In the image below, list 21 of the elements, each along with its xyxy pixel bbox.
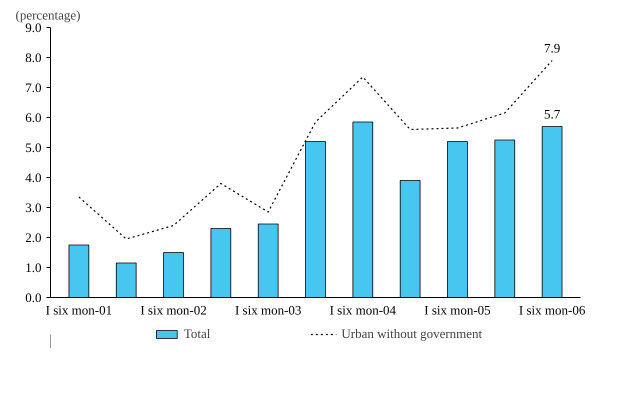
- x-tick-label: I six mon-02: [140, 302, 207, 318]
- legend-label: Total: [184, 326, 210, 342]
- x-tick-label: I six mon-03: [234, 302, 302, 318]
- y-tick-label: 3.0: [25, 200, 42, 215]
- data-label: 7.9: [544, 40, 560, 56]
- data-label: 5.7: [544, 106, 561, 122]
- y-tick-label: 4.0: [25, 170, 42, 185]
- y-tick-label: 1.0: [25, 260, 42, 275]
- y-tick-label: 2.0: [25, 230, 42, 245]
- y-tick-label: 6.0: [25, 110, 42, 125]
- y-tick-label: 9.0: [25, 20, 42, 35]
- y-tick-label: 8.0: [25, 50, 42, 65]
- y-axis-title: (percentage): [16, 8, 80, 22]
- y-tick-label: 7.0: [25, 80, 42, 95]
- x-tick-label: I six mon-01: [46, 302, 112, 318]
- y-tick-label: 5.0: [25, 140, 42, 155]
- x-tick-label: I six mon-05: [424, 302, 491, 318]
- x-tick-label: I six mon-04: [330, 302, 397, 318]
- x-tick-label: I six mon-06: [518, 302, 586, 318]
- y-tick-label: 0.0: [25, 290, 42, 305]
- legend-label: Urban without government: [341, 326, 482, 342]
